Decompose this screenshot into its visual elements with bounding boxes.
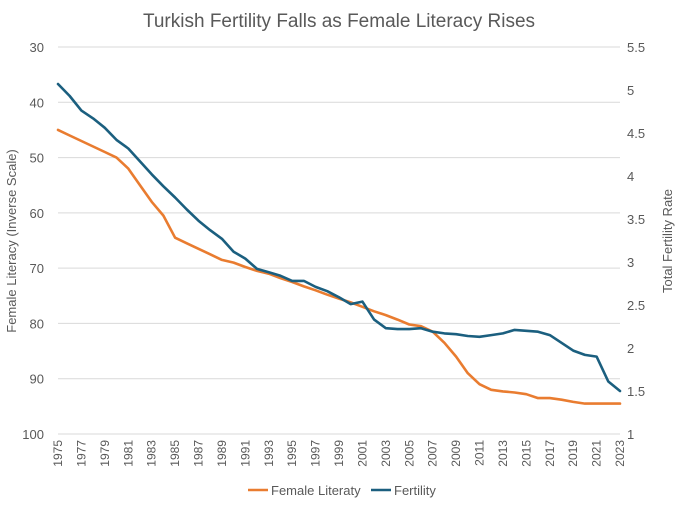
gridlines bbox=[58, 46, 620, 435]
left-axis-ticks: 30 40 50 60 70 80 90 100 bbox=[22, 40, 44, 442]
x-tick-label: 1983 bbox=[145, 440, 159, 467]
x-tick-label: 1997 bbox=[309, 440, 323, 467]
x-tick-label: 2023 bbox=[613, 440, 627, 467]
x-tick-label: 1979 bbox=[98, 440, 112, 467]
x-tick-label: 2007 bbox=[426, 440, 440, 467]
x-tick-label: 1989 bbox=[215, 440, 229, 467]
y-right-tick-label: 3.5 bbox=[627, 212, 645, 227]
x-tick-label: 2001 bbox=[355, 440, 369, 467]
x-tick-label: 2015 bbox=[519, 440, 533, 467]
x-tick-label: 1981 bbox=[121, 440, 135, 467]
y-right-axis-label: Total Fertility Rate bbox=[660, 189, 675, 293]
legend-label: Fertility bbox=[394, 483, 436, 498]
y-left-tick-label: 60 bbox=[30, 206, 44, 221]
x-tick-label: 2021 bbox=[590, 440, 604, 467]
x-tick-label: 1995 bbox=[285, 440, 299, 467]
legend: Female Literaty Fertility bbox=[248, 483, 436, 498]
x-tick-label: 1977 bbox=[74, 440, 88, 467]
x-tick-label: 1991 bbox=[238, 440, 252, 467]
y-left-tick-label: 30 bbox=[30, 40, 44, 55]
x-tick-label: 1987 bbox=[192, 440, 206, 467]
y-right-tick-label: 5.5 bbox=[627, 40, 645, 55]
y-right-tick-label: 2.5 bbox=[627, 298, 645, 313]
x-axis-ticks: 1975 1977 1979 1981 1983 1985 1987 1989 1991 1993… bbox=[51, 440, 627, 467]
series-layer bbox=[56, 82, 622, 405]
x-tick-label: 1975 bbox=[51, 440, 65, 467]
y-left-tick-label: 70 bbox=[30, 261, 44, 276]
y-right-tick-label: 1.5 bbox=[627, 384, 645, 399]
y-right-tick-label: 5 bbox=[627, 83, 634, 98]
chart-title: Turkish Fertility Falls as Female Litera… bbox=[143, 11, 535, 32]
x-tick-label: 1993 bbox=[262, 440, 276, 467]
y-right-tick-label: 1 bbox=[627, 427, 634, 442]
y-left-tick-label: 50 bbox=[30, 151, 44, 166]
y-right-tick-label: 2 bbox=[627, 341, 634, 356]
x-tick-label: 1985 bbox=[168, 440, 182, 467]
y-right-tick-label: 4.5 bbox=[627, 126, 645, 141]
legend-label: Female Literaty bbox=[271, 483, 361, 498]
x-tick-label: 2005 bbox=[402, 440, 416, 467]
x-tick-label: 2017 bbox=[543, 440, 557, 467]
y-left-tick-label: 40 bbox=[30, 95, 44, 110]
series-line-female-literacy bbox=[56, 128, 622, 405]
x-tick-label: 2009 bbox=[449, 440, 463, 467]
x-tick-label: 2019 bbox=[566, 440, 580, 467]
y-left-tick-label: 100 bbox=[22, 427, 44, 442]
x-tick-label: 2003 bbox=[379, 440, 393, 467]
right-axis-ticks: 1 1.5 2 2.5 3 3.5 4 4.5 5 5.5 bbox=[627, 40, 645, 442]
y-left-tick-label: 90 bbox=[30, 372, 44, 387]
x-tick-label: 2013 bbox=[496, 440, 510, 467]
series-line-fertility bbox=[56, 82, 622, 393]
x-tick-label: 1999 bbox=[332, 440, 346, 467]
y-right-tick-label: 4 bbox=[627, 169, 634, 184]
y-left-axis-label: Female Literacy (Inverse Scale) bbox=[4, 149, 19, 333]
y-right-tick-label: 3 bbox=[627, 255, 634, 270]
y-left-tick-label: 80 bbox=[30, 316, 44, 331]
x-tick-label: 2011 bbox=[473, 440, 487, 466]
